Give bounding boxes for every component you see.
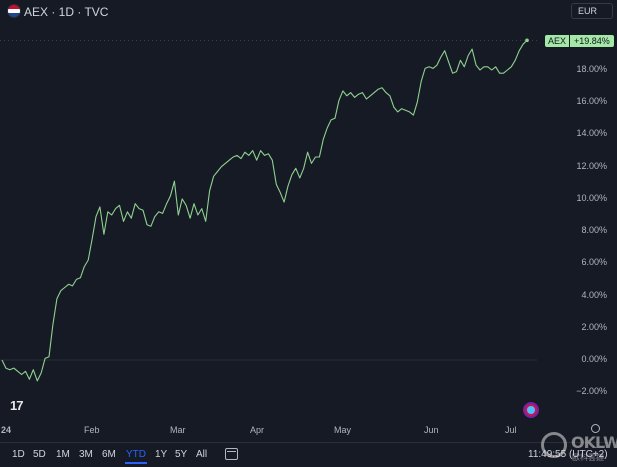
range-button-1d[interactable]: 1D: [12, 449, 25, 460]
x-tick-label: Jun: [424, 425, 439, 435]
y-tick-label: 8.00%: [581, 225, 607, 236]
price-line-chart: [0, 38, 537, 382]
y-tick-label: 16.00%: [576, 96, 607, 107]
symbol-title[interactable]: AEX · 1D · TVC: [24, 5, 109, 19]
watermark-text: OKLW: [571, 433, 617, 452]
y-tick-label: −2.00%: [576, 386, 607, 397]
tradingview-logo[interactable]: 17: [10, 398, 24, 413]
x-tick-label: 24: [1, 425, 12, 435]
y-axis[interactable]: −2.00% 0.00% 2.00% 4.00% 6.00% 8.00% 10.00% 12.…: [537, 0, 617, 420]
x-axis[interactable]: 24 Feb Mar Apr May Jun Jul: [0, 420, 617, 440]
y-tick-label: 18.00%: [576, 64, 607, 74]
calendar-icon[interactable]: [225, 448, 238, 460]
y-tick-label: 4.00%: [581, 289, 607, 300]
chart-header: AEX · 1D · TVC EUR: [0, 0, 617, 24]
y-tick-label: 2.00%: [581, 321, 607, 332]
series-line: [1, 40, 528, 382]
range-button-1m[interactable]: 1M: [56, 449, 70, 460]
y-tick-label: 10.00%: [576, 192, 607, 203]
range-button-5d[interactable]: 5D: [33, 449, 46, 460]
watermark-subtext: 歐科雲鏈: [572, 453, 604, 462]
x-tick-label: Apr: [250, 425, 265, 435]
y-tick-label: 0.00%: [581, 354, 607, 364]
badge-symbol: AEX: [545, 35, 570, 47]
badge-change-value: +19.84%: [569, 35, 614, 47]
netherlands-flag-icon: [7, 4, 21, 18]
currency-select[interactable]: EUR: [571, 3, 613, 19]
clock-readout[interactable]: 11:49:55 (UTC+2): [528, 449, 608, 460]
chart-plot-area[interactable]: 17: [0, 24, 539, 420]
y-tick-label: 12.00%: [576, 160, 607, 171]
oklw-watermark-logo: OKLW 歐科雲鏈: [541, 430, 617, 464]
x-tick-label: May: [334, 425, 352, 435]
y-tick-label: 14.00%: [576, 128, 607, 139]
range-button-1y[interactable]: 1Y: [155, 449, 168, 460]
last-point-marker: [525, 38, 529, 43]
event-marker-icon[interactable]: [523, 402, 539, 418]
range-button-all[interactable]: All: [196, 449, 208, 460]
range-toolbar: 11:49:55 (UTC+2) 1D 5D 1M 3M 6M YTD 1Y 5Y All: [0, 442, 617, 467]
last-price-badge: AEX +19.84%: [545, 35, 614, 47]
range-button-ytd[interactable]: YTD: [125, 449, 147, 464]
y-tick-label: 6.00%: [581, 257, 607, 268]
x-tick-label: Feb: [84, 425, 100, 435]
range-button-6m[interactable]: 6M: [102, 449, 116, 460]
range-button-3m[interactable]: 3M: [79, 449, 93, 460]
x-tick-label: Mar: [170, 425, 186, 435]
x-tick-label: Jul: [505, 425, 517, 435]
range-button-5y[interactable]: 5Y: [175, 449, 188, 460]
chart-settings-icon[interactable]: [591, 424, 600, 433]
